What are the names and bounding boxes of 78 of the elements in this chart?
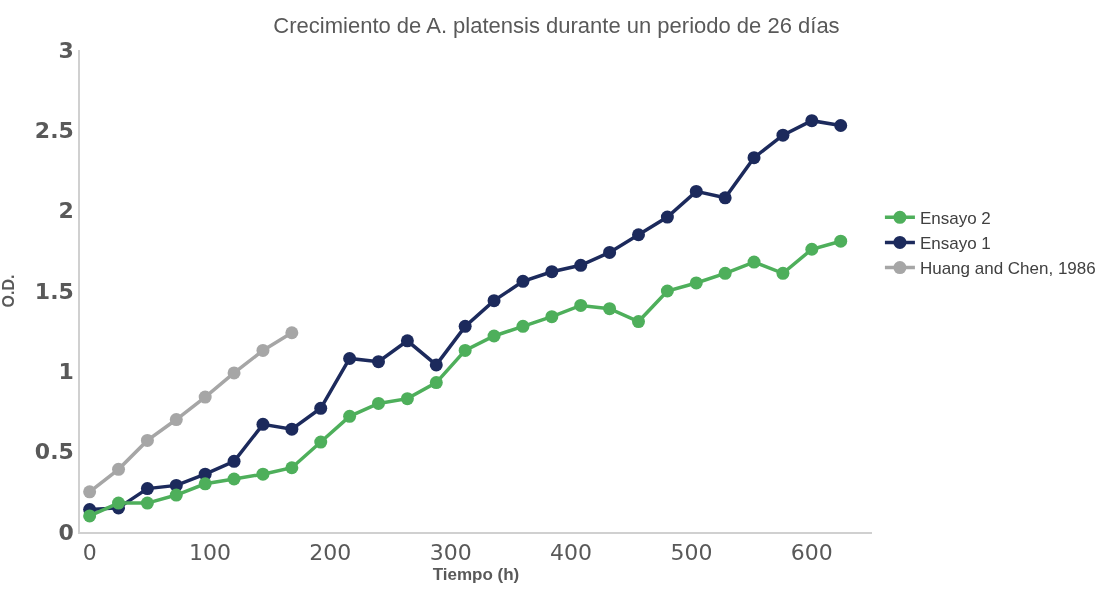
point: [805, 242, 819, 256]
y-tick-label: 2: [58, 198, 74, 224]
point: [227, 472, 241, 486]
point: [256, 467, 270, 481]
point: [632, 315, 645, 329]
point: [458, 343, 472, 357]
y-tick-label: 1.5: [34, 278, 74, 304]
point: [834, 234, 848, 248]
point: [343, 409, 357, 423]
point: [400, 392, 414, 406]
legend-label: Huang and Chen, 1986: [919, 259, 1096, 279]
point: [429, 358, 443, 372]
point: [372, 396, 385, 410]
point: [689, 276, 703, 290]
point: [343, 351, 357, 365]
point: [169, 488, 183, 502]
point: [545, 265, 559, 279]
x-tick-label: 600: [790, 540, 833, 566]
point: [747, 151, 761, 165]
x-tick-label: 400: [550, 540, 593, 566]
point: [574, 298, 588, 312]
point: [256, 343, 270, 357]
legend-label: Ensayo 2: [919, 208, 991, 228]
x-axis-title: Tiempo (h): [432, 565, 520, 585]
point: [718, 266, 732, 280]
y-axis-title: O.D.: [0, 274, 17, 308]
legend-label: Ensayo 1: [919, 234, 991, 254]
point: [458, 319, 472, 333]
y-tick-label: 0: [58, 519, 74, 545]
point: [198, 390, 212, 404]
x-tick-label: 500: [670, 540, 713, 566]
point: [603, 245, 617, 259]
point: [83, 509, 97, 523]
point: [487, 329, 501, 343]
point: [574, 258, 588, 272]
point: [256, 417, 270, 431]
point: [747, 255, 761, 269]
y-tick-label: 2.5: [34, 118, 74, 144]
point: [112, 496, 126, 510]
chart-title: Crecimiento de A. platensis durante un periodo de 26 días: [273, 13, 840, 39]
point: [83, 485, 97, 499]
point: [140, 433, 154, 447]
point: [285, 326, 299, 340]
point: [169, 413, 183, 427]
y-tick-label: 0.5: [34, 439, 74, 465]
x-tick-label: 0: [82, 540, 97, 566]
point: [632, 228, 645, 242]
point: [834, 119, 848, 132]
point: [314, 435, 328, 449]
point: [140, 482, 154, 496]
point: [603, 302, 617, 316]
point: [140, 496, 154, 510]
x-tick-label: 300: [429, 540, 472, 566]
point: [805, 114, 819, 128]
point: [227, 366, 241, 380]
point: [718, 191, 732, 205]
point: [689, 184, 703, 198]
point: [487, 294, 501, 308]
x-tick-label: 100: [188, 540, 231, 566]
point: [372, 355, 385, 369]
point: [285, 461, 299, 475]
point: [314, 401, 328, 415]
y-tick-label: 1: [58, 359, 74, 385]
point: [660, 284, 674, 298]
point: [660, 210, 674, 224]
point: [545, 310, 559, 324]
point: [285, 422, 299, 436]
y-tick-label: 3: [58, 37, 74, 63]
point: [227, 454, 241, 468]
point: [516, 274, 530, 288]
point: [516, 319, 530, 333]
point: [429, 376, 443, 390]
point: [776, 128, 790, 142]
point: [112, 462, 126, 476]
x-tick-label: 200: [309, 540, 352, 566]
point: [198, 477, 212, 491]
point: [400, 334, 414, 348]
point: [776, 266, 790, 280]
